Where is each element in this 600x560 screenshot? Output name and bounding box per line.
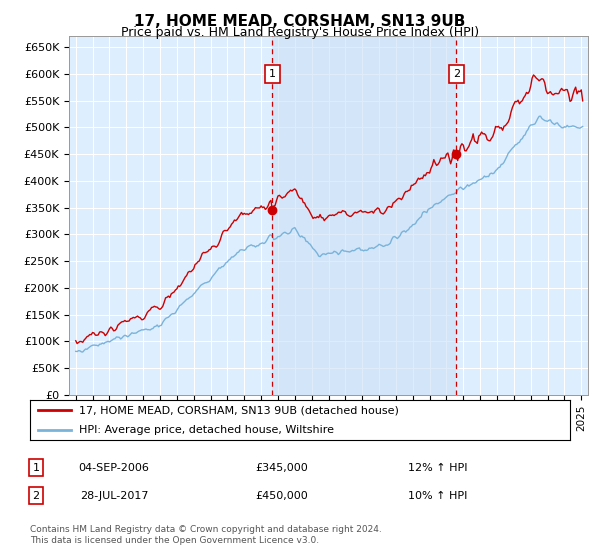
Text: £450,000: £450,000 [256, 491, 308, 501]
Text: 17, HOME MEAD, CORSHAM, SN13 9UB (detached house): 17, HOME MEAD, CORSHAM, SN13 9UB (detach… [79, 405, 398, 415]
Text: 17, HOME MEAD, CORSHAM, SN13 9UB: 17, HOME MEAD, CORSHAM, SN13 9UB [134, 14, 466, 29]
Text: 1: 1 [269, 69, 276, 79]
Text: Contains HM Land Registry data © Crown copyright and database right 2024.
This d: Contains HM Land Registry data © Crown c… [30, 525, 382, 545]
Text: 1: 1 [32, 463, 40, 473]
Text: 2: 2 [32, 491, 40, 501]
Text: 28-JUL-2017: 28-JUL-2017 [80, 491, 148, 501]
Text: 2: 2 [452, 69, 460, 79]
Text: 04-SEP-2006: 04-SEP-2006 [79, 463, 149, 473]
Text: 12% ↑ HPI: 12% ↑ HPI [408, 463, 468, 473]
Text: HPI: Average price, detached house, Wiltshire: HPI: Average price, detached house, Wilt… [79, 425, 334, 435]
Text: 10% ↑ HPI: 10% ↑ HPI [409, 491, 467, 501]
Bar [272, 36, 456, 395]
Text: £345,000: £345,000 [256, 463, 308, 473]
Text: Price paid vs. HM Land Registry's House Price Index (HPI): Price paid vs. HM Land Registry's House … [121, 26, 479, 39]
